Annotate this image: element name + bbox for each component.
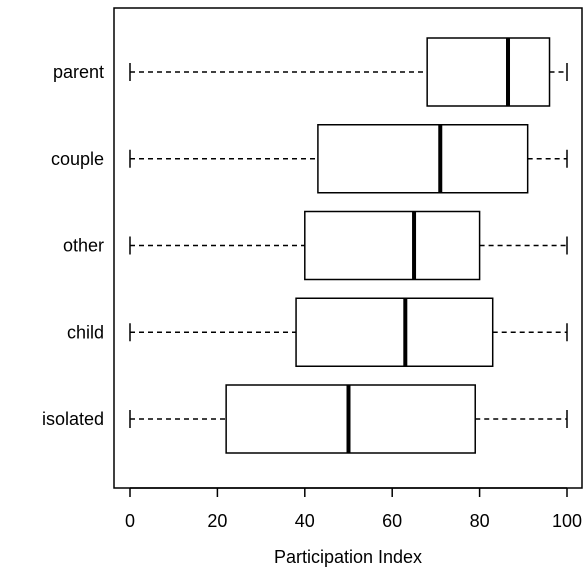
category-label-isolated: isolated (42, 409, 104, 429)
iqr-box (426, 37, 551, 107)
x-tick-label: 80 (470, 511, 490, 531)
box-isolated (129, 384, 568, 454)
box-other (129, 210, 568, 281)
x-tick-label: 20 (207, 511, 227, 531)
box-child (129, 297, 568, 367)
iqr-box (295, 297, 494, 367)
x-tick-label: 0 (125, 511, 135, 531)
x-tick-label: 60 (382, 511, 402, 531)
x-axis-title: Participation Index (274, 547, 422, 567)
boxes-layer (129, 37, 568, 454)
x-ticks-layer: 0 20 40 60 80 100 (125, 488, 582, 531)
category-label-parent: parent (53, 62, 104, 82)
x-tick-label: 40 (295, 511, 315, 531)
category-label-couple: couple (51, 149, 104, 169)
category-label-other: other (63, 236, 104, 256)
box-parent (129, 37, 568, 107)
category-label-child: child (67, 322, 104, 342)
box-couple (129, 124, 568, 194)
iqr-box (304, 210, 481, 281)
x-tick-label: 100 (552, 511, 582, 531)
iqr-box (225, 384, 476, 454)
category-labels-layer: parent couple other child isolated (42, 62, 104, 429)
iqr-box (317, 124, 529, 194)
